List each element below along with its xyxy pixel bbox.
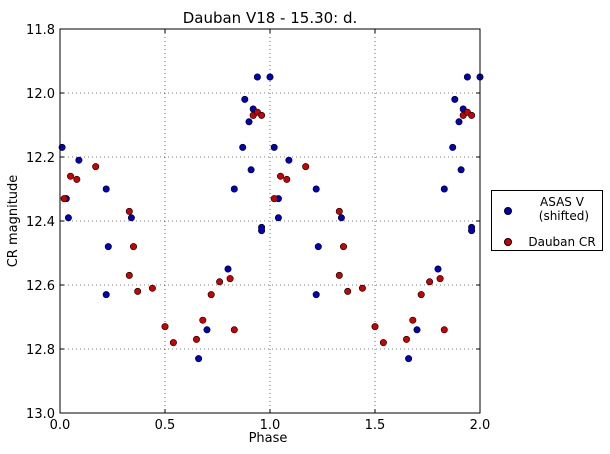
- asas-point: [203, 326, 211, 334]
- dauban-point: [169, 339, 177, 347]
- dauban-point: [226, 275, 234, 283]
- asas-point: [75, 156, 83, 164]
- dauban-point: [60, 195, 68, 203]
- dauban-point: [193, 335, 201, 343]
- legend-marker-asas: [504, 207, 512, 215]
- dauban-point: [371, 323, 379, 331]
- dauban-point: [67, 172, 75, 180]
- dauban-point: [440, 326, 448, 334]
- asas-point: [314, 243, 322, 251]
- asas-point: [312, 291, 320, 299]
- legend-marker-dauban: [504, 238, 512, 246]
- dauban-point: [402, 335, 410, 343]
- asas-point: [266, 73, 274, 81]
- dauban-point: [230, 326, 238, 334]
- asas-point: [463, 73, 471, 81]
- chart-title: Dauban V18 - 15.30: d.: [183, 9, 358, 27]
- asas-point: [247, 166, 255, 174]
- plot-frame: [59, 28, 481, 414]
- data-points: [58, 73, 484, 363]
- dauban-point: [283, 175, 291, 183]
- asas-point: [457, 166, 465, 174]
- asas-point: [274, 214, 282, 222]
- dauban-point: [358, 284, 366, 292]
- dauban-point: [468, 111, 476, 119]
- asas-point: [270, 143, 278, 151]
- asas-point: [102, 291, 110, 299]
- y-tick-label: 12.6: [26, 279, 55, 294]
- asas-point: [104, 243, 112, 251]
- asas-point: [195, 355, 203, 363]
- asas-point: [230, 185, 238, 193]
- dauban-point: [199, 316, 207, 324]
- y-tick-label: 13.0: [26, 407, 55, 422]
- legend: ASAS V (shifted) Dauban CR: [491, 190, 603, 251]
- x-tick-label: 0.5: [155, 418, 176, 433]
- asas-point: [239, 143, 247, 151]
- x-tick-label: 0.0: [50, 418, 71, 433]
- x-tick-label: 1.5: [365, 418, 386, 433]
- asas-point: [337, 214, 345, 222]
- asas-point: [312, 185, 320, 193]
- dauban-point: [409, 316, 417, 324]
- asas-point: [241, 95, 249, 103]
- dauban-point: [125, 207, 133, 215]
- dauban-point: [302, 163, 310, 171]
- dauban-point: [339, 243, 347, 251]
- legend-label-asas: ASAS V (shifted): [538, 195, 590, 223]
- dauban-point: [417, 291, 425, 299]
- dauban-point: [130, 243, 138, 251]
- grid: [60, 29, 480, 413]
- dauban-point: [335, 271, 343, 279]
- legend-label-dauban: Dauban CR: [528, 235, 596, 249]
- asas-point: [224, 265, 232, 273]
- asas-point: [468, 227, 476, 235]
- dauban-point: [216, 278, 224, 286]
- dauban-point: [436, 275, 444, 283]
- y-tick-label: 12.2: [26, 151, 55, 166]
- x-axis-label: Phase: [249, 431, 288, 446]
- dauban-point: [276, 172, 284, 180]
- x-tick-label: 1.0: [260, 418, 281, 433]
- dauban-point: [426, 278, 434, 286]
- asas-point: [102, 185, 110, 193]
- asas-point: [64, 214, 72, 222]
- asas-point: [127, 214, 135, 222]
- asas-point: [253, 73, 261, 81]
- dauban-point: [270, 195, 278, 203]
- asas-point: [449, 143, 457, 151]
- dauban-point: [379, 339, 387, 347]
- asas-point: [440, 185, 448, 193]
- dauban-point: [161, 323, 169, 331]
- y-axis-label: CR magnitude: [6, 175, 21, 268]
- asas-point: [413, 326, 421, 334]
- asas-point: [245, 118, 253, 126]
- dauban-point: [148, 284, 156, 292]
- dauban-point: [134, 287, 142, 295]
- dauban-point: [92, 163, 100, 171]
- x-tick-label: 2.0: [470, 418, 491, 433]
- asas-point: [455, 118, 463, 126]
- y-tick-label: 11.8: [26, 23, 55, 38]
- asas-point: [434, 265, 442, 273]
- legend-item-asas: ASAS V (shifted): [492, 193, 604, 223]
- y-tick-label: 12.8: [26, 343, 55, 358]
- dauban-point: [335, 207, 343, 215]
- axis-ticks: 0.0 0.5 1.0 1.5 2.0 11.8 12.0 12.2 12.4 12.6 12.8 1…: [26, 23, 490, 433]
- legend-item-dauban: Dauban CR: [492, 222, 604, 250]
- dauban-point: [207, 291, 215, 299]
- asas-point: [405, 355, 413, 363]
- asas-point: [285, 156, 293, 164]
- y-tick-label: 12.0: [26, 87, 55, 102]
- y-tick-label: 12.4: [26, 215, 55, 230]
- dauban-point: [125, 271, 133, 279]
- dauban-point: [344, 287, 352, 295]
- asas-point: [258, 227, 266, 235]
- asas-point: [451, 95, 459, 103]
- dauban-point: [73, 175, 81, 183]
- dauban-point: [258, 111, 266, 119]
